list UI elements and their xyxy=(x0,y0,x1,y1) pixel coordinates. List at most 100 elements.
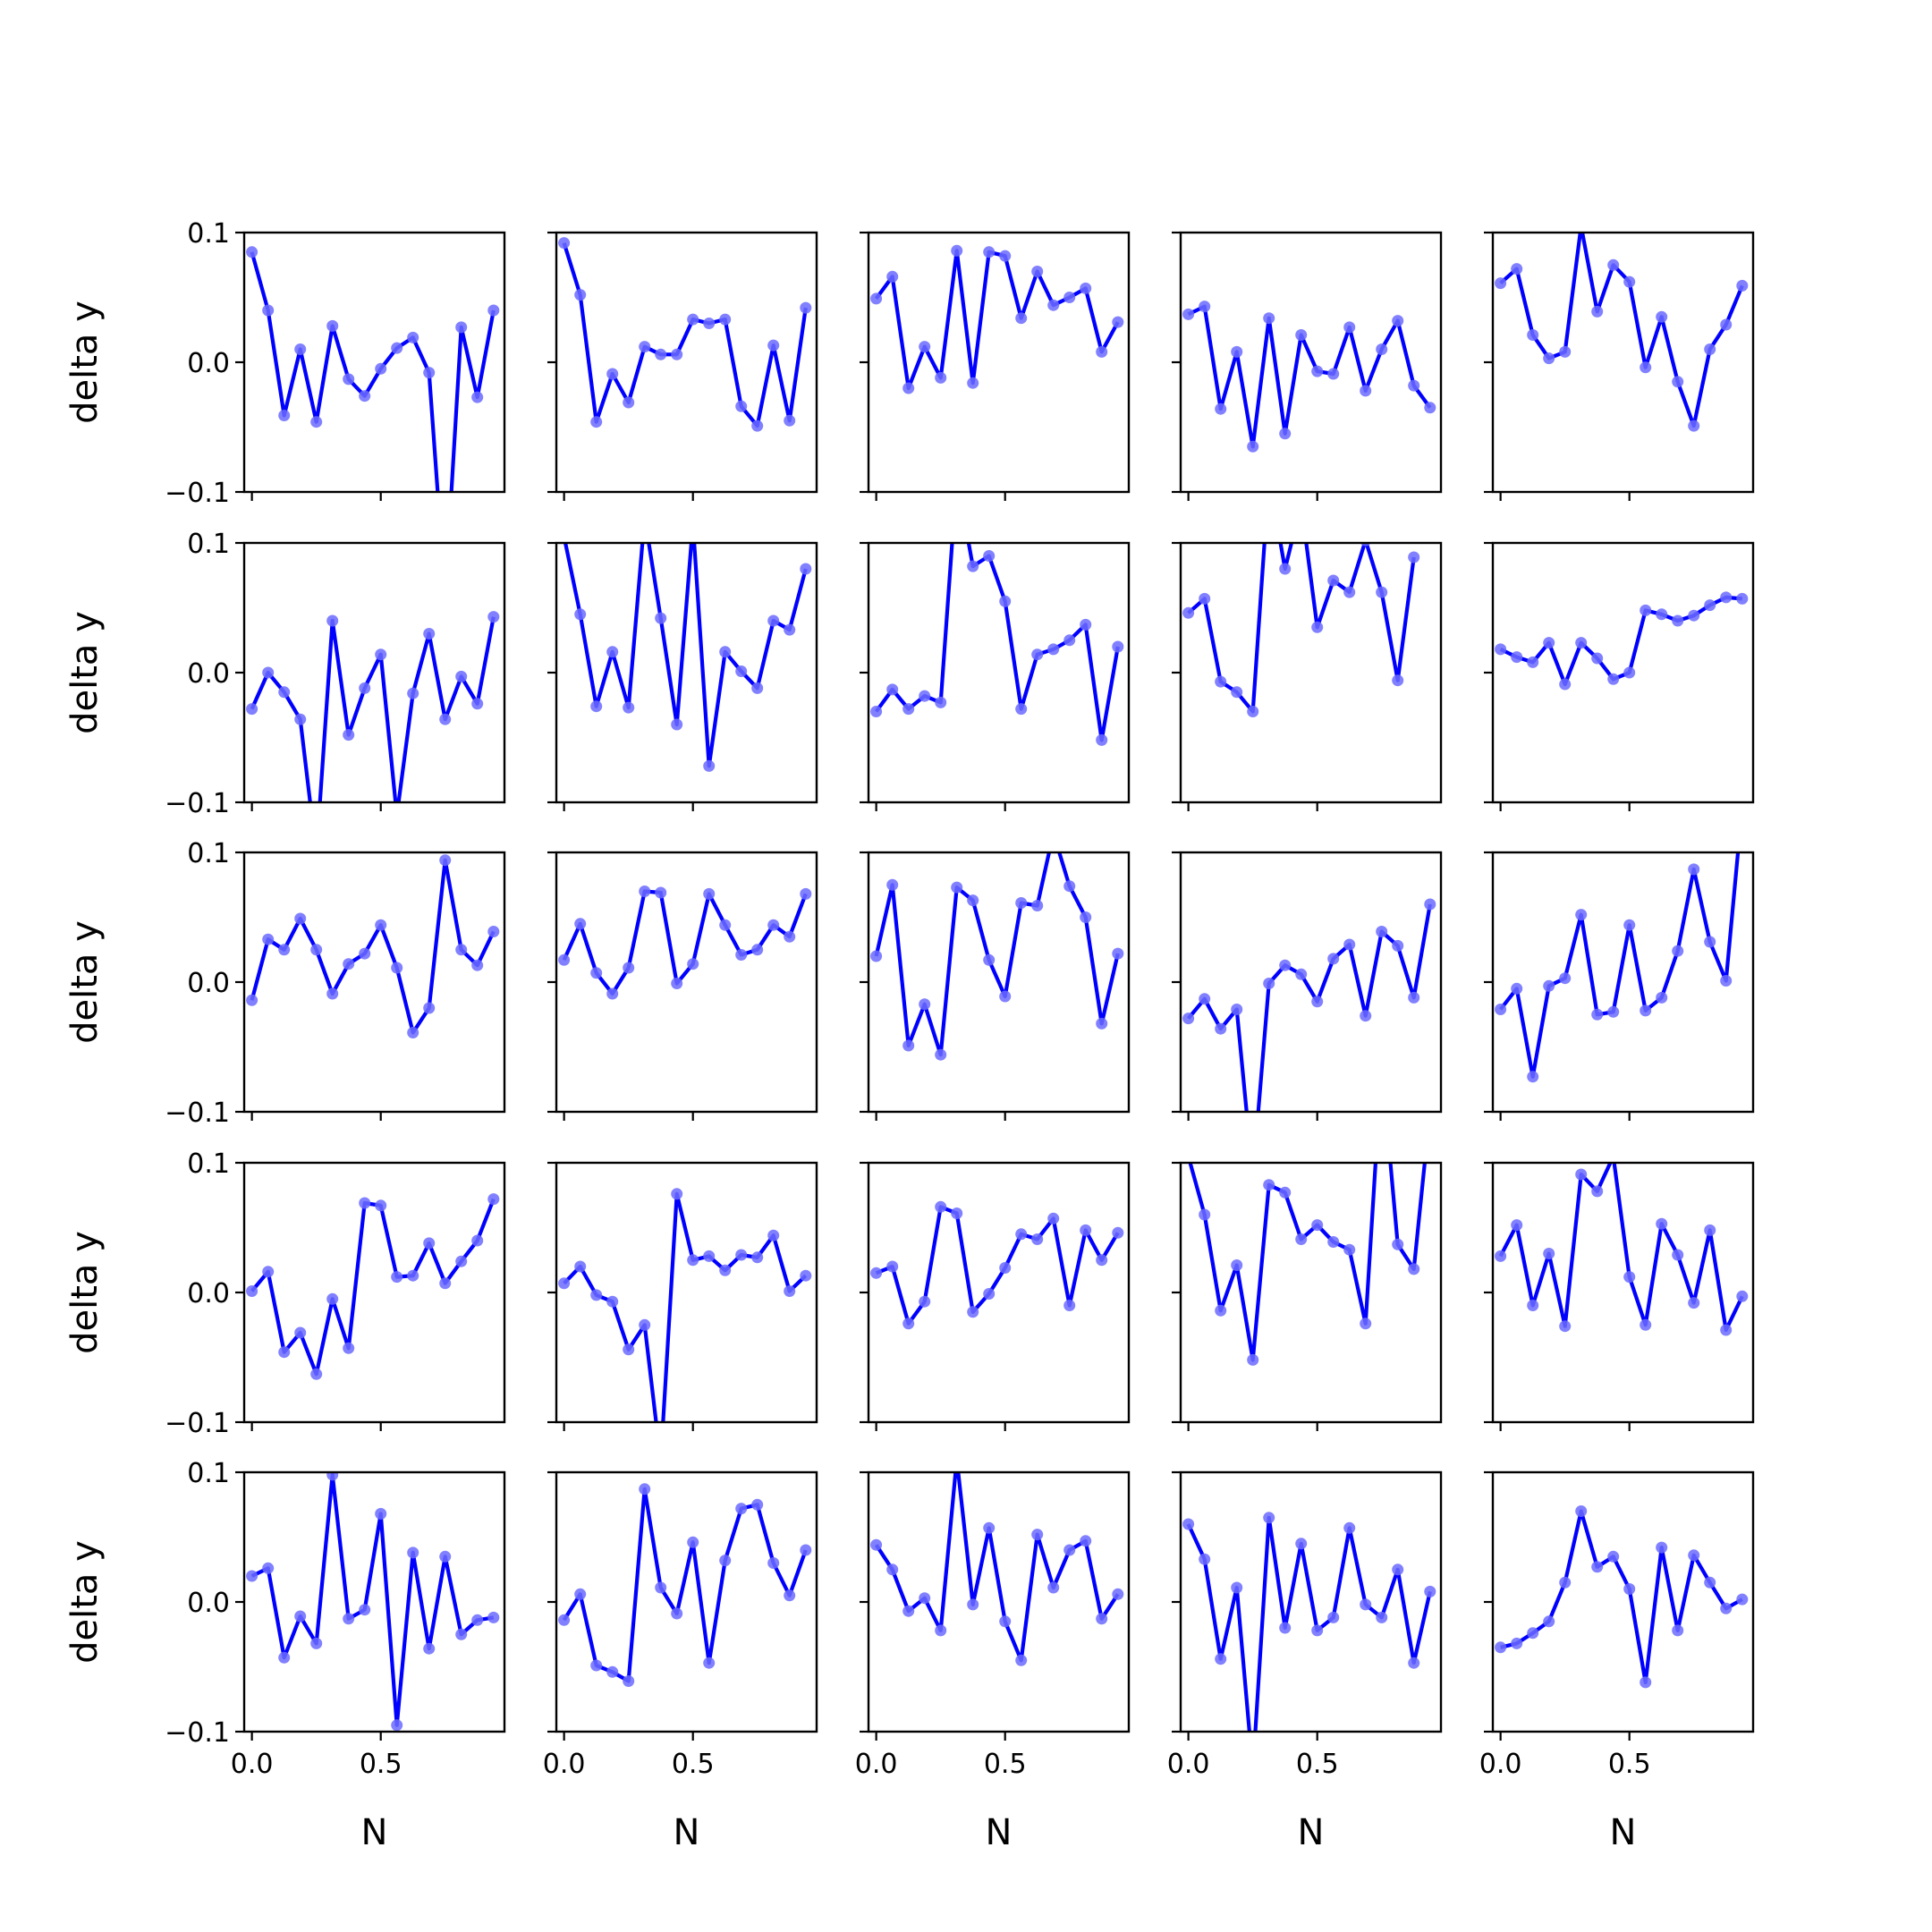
data-point xyxy=(343,1613,355,1625)
axes-frame xyxy=(242,231,506,494)
data-point xyxy=(310,416,323,428)
series-line xyxy=(1500,1509,1743,1685)
series-group xyxy=(1182,301,1436,453)
series-line xyxy=(874,543,1120,742)
data-point xyxy=(1424,402,1436,414)
data-point xyxy=(1080,618,1092,631)
data-point xyxy=(1559,345,1572,358)
subplot-4-5 xyxy=(1484,1161,1755,1431)
data-point xyxy=(1295,498,1307,510)
axes-frame xyxy=(1179,1161,1443,1424)
data-point xyxy=(326,614,339,627)
data-point xyxy=(1047,299,1060,311)
y-tick-label: −0.1 xyxy=(165,1408,230,1439)
subplot-1-4 xyxy=(1172,231,1443,501)
data-point xyxy=(1015,1654,1028,1666)
data-point xyxy=(967,1598,979,1611)
data-point xyxy=(391,342,403,354)
data-point xyxy=(423,1642,436,1655)
data-point xyxy=(1112,947,1124,960)
data-point xyxy=(278,1346,291,1359)
data-point xyxy=(1031,266,1044,277)
series-line xyxy=(1188,1163,1427,1362)
data-point xyxy=(455,670,468,682)
series-line xyxy=(1187,543,1416,714)
x-axis-label: N xyxy=(1610,1812,1637,1853)
data-point xyxy=(558,237,571,250)
data-point xyxy=(1015,703,1028,716)
data-point xyxy=(359,947,371,960)
data-point xyxy=(1392,939,1404,952)
data-point xyxy=(558,1277,571,1290)
data-point xyxy=(1215,402,1227,415)
data-point xyxy=(1575,1168,1588,1181)
data-point xyxy=(407,1546,419,1559)
series-line xyxy=(563,1191,808,1422)
data-point xyxy=(1408,1657,1420,1669)
data-point xyxy=(1527,1071,1539,1083)
data-point xyxy=(1511,263,1523,275)
data-point xyxy=(294,1610,307,1623)
data-point xyxy=(800,1269,812,1282)
data-point xyxy=(1015,312,1028,325)
data-point xyxy=(1575,637,1588,649)
data-point xyxy=(487,1193,500,1206)
data-point xyxy=(375,648,387,661)
data-point xyxy=(1623,275,1636,288)
series-group xyxy=(558,1188,812,1422)
series-group xyxy=(1495,233,1749,432)
data-point xyxy=(623,1675,635,1687)
data-point xyxy=(639,341,651,353)
data-point xyxy=(902,1605,915,1617)
x-tick-label: 0.5 xyxy=(984,1749,1027,1780)
data-point xyxy=(391,1719,403,1732)
data-point xyxy=(1607,258,1620,271)
data-point xyxy=(919,341,931,353)
data-point xyxy=(343,729,355,741)
series-group xyxy=(870,1200,1124,1330)
data-point xyxy=(1688,609,1700,622)
data-point xyxy=(343,1342,355,1354)
data-point xyxy=(983,550,996,562)
data-point xyxy=(655,348,667,360)
data-point xyxy=(574,918,587,930)
subplot-2-1: −0.1 0.0 0.1 delta y xyxy=(64,529,506,819)
data-point xyxy=(1376,586,1388,598)
data-point xyxy=(1527,1300,1539,1311)
data-point xyxy=(999,250,1012,262)
data-point xyxy=(999,1615,1012,1628)
subplot-5-2: 0.0 0.5 N xyxy=(543,1470,818,1853)
data-point xyxy=(870,1538,883,1551)
subplot-5-5: 0.0 0.5 N xyxy=(1479,1470,1755,1853)
data-point xyxy=(439,713,452,725)
data-point xyxy=(343,958,355,970)
data-point xyxy=(1543,1248,1555,1259)
data-point xyxy=(935,696,947,708)
data-point xyxy=(423,1237,436,1250)
data-point xyxy=(487,926,500,937)
data-point xyxy=(1495,643,1507,656)
subplot-4-3 xyxy=(860,1161,1131,1431)
data-point xyxy=(1031,900,1044,911)
data-point xyxy=(1279,959,1292,971)
data-point xyxy=(375,1507,387,1520)
data-point xyxy=(1311,621,1324,633)
data-point xyxy=(1080,282,1092,294)
data-point xyxy=(1199,592,1211,605)
series-group xyxy=(558,886,812,1000)
data-point xyxy=(870,292,883,305)
data-point xyxy=(1591,652,1604,665)
data-point xyxy=(1736,1593,1749,1606)
data-point xyxy=(1591,305,1604,318)
data-point xyxy=(1215,1304,1227,1317)
data-point xyxy=(1607,1550,1620,1563)
data-point xyxy=(1247,440,1259,453)
data-point xyxy=(1408,1263,1420,1275)
data-point xyxy=(246,1570,258,1582)
data-point xyxy=(1327,1611,1340,1623)
y-tick-label: 0.1 xyxy=(187,218,230,250)
data-point xyxy=(639,1483,651,1496)
y-axis-label: delta y xyxy=(64,301,106,424)
data-point xyxy=(687,518,699,530)
data-point xyxy=(439,854,452,867)
